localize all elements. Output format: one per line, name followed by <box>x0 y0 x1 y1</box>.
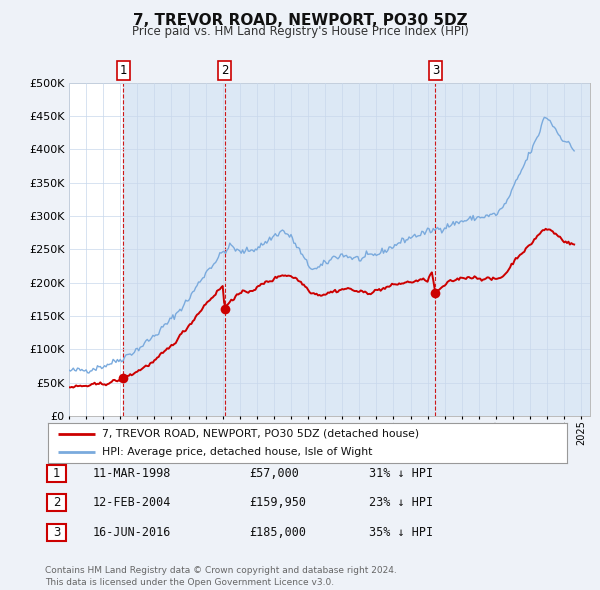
Text: Price paid vs. HM Land Registry's House Price Index (HPI): Price paid vs. HM Land Registry's House … <box>131 25 469 38</box>
Text: 1: 1 <box>120 64 127 77</box>
Text: 12-FEB-2004: 12-FEB-2004 <box>93 496 172 509</box>
Text: 31% ↓ HPI: 31% ↓ HPI <box>369 467 433 480</box>
Text: HPI: Average price, detached house, Isle of Wight: HPI: Average price, detached house, Isle… <box>103 447 373 457</box>
Text: Contains HM Land Registry data © Crown copyright and database right 2024.
This d: Contains HM Land Registry data © Crown c… <box>45 566 397 587</box>
Text: 3: 3 <box>432 64 439 77</box>
FancyBboxPatch shape <box>47 494 66 511</box>
Text: 2: 2 <box>53 496 60 509</box>
Bar <box>225 83 436 416</box>
Bar <box>124 83 225 416</box>
Text: 23% ↓ HPI: 23% ↓ HPI <box>369 496 433 509</box>
Text: 16-JUN-2016: 16-JUN-2016 <box>93 526 172 539</box>
Text: £159,950: £159,950 <box>249 496 306 509</box>
Text: 2: 2 <box>221 64 229 77</box>
Text: 1: 1 <box>53 467 60 480</box>
Text: 11-MAR-1998: 11-MAR-1998 <box>93 467 172 480</box>
Bar <box>436 83 590 416</box>
FancyBboxPatch shape <box>47 524 66 540</box>
Text: 7, TREVOR ROAD, NEWPORT, PO30 5DZ: 7, TREVOR ROAD, NEWPORT, PO30 5DZ <box>133 13 467 28</box>
Text: 3: 3 <box>53 526 60 539</box>
Text: 35% ↓ HPI: 35% ↓ HPI <box>369 526 433 539</box>
Text: £57,000: £57,000 <box>249 467 299 480</box>
Text: £185,000: £185,000 <box>249 526 306 539</box>
FancyBboxPatch shape <box>47 465 66 481</box>
Text: 7, TREVOR ROAD, NEWPORT, PO30 5DZ (detached house): 7, TREVOR ROAD, NEWPORT, PO30 5DZ (detac… <box>103 429 419 439</box>
